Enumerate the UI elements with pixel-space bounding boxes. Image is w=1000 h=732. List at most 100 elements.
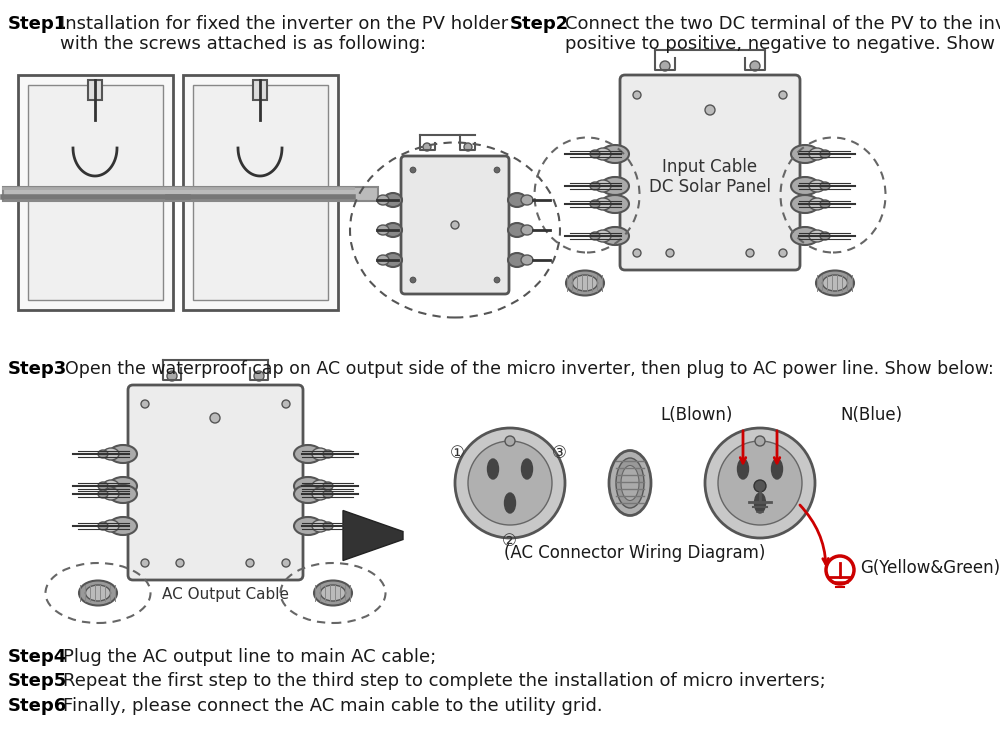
Ellipse shape xyxy=(314,580,352,605)
Ellipse shape xyxy=(521,255,533,265)
Ellipse shape xyxy=(377,255,389,265)
Circle shape xyxy=(505,436,515,446)
Ellipse shape xyxy=(590,182,600,190)
Text: Input Cable: Input Cable xyxy=(662,158,758,176)
Ellipse shape xyxy=(98,450,108,458)
Text: Step1: Step1 xyxy=(8,15,67,33)
Ellipse shape xyxy=(820,182,830,190)
Text: positive to positive, negative to negative. Show below:: positive to positive, negative to negati… xyxy=(565,35,1000,53)
Ellipse shape xyxy=(616,458,644,508)
Circle shape xyxy=(176,559,184,567)
Ellipse shape xyxy=(755,493,766,513)
Bar xyxy=(18,75,173,310)
Ellipse shape xyxy=(98,482,108,490)
Circle shape xyxy=(141,400,149,408)
Ellipse shape xyxy=(109,517,137,535)
FancyBboxPatch shape xyxy=(128,385,303,580)
Ellipse shape xyxy=(294,445,322,463)
Circle shape xyxy=(718,441,802,525)
Ellipse shape xyxy=(323,450,333,458)
Text: Plug the AC output line to main AC cable;: Plug the AC output line to main AC cable… xyxy=(63,648,436,666)
Bar xyxy=(28,85,163,300)
Circle shape xyxy=(210,413,220,423)
Text: (AC Connector Wiring Diagram): (AC Connector Wiring Diagram) xyxy=(504,544,766,562)
Ellipse shape xyxy=(595,180,611,192)
Ellipse shape xyxy=(601,145,629,163)
Circle shape xyxy=(254,371,264,381)
Ellipse shape xyxy=(508,253,526,267)
Circle shape xyxy=(746,249,754,257)
Ellipse shape xyxy=(816,271,854,296)
Ellipse shape xyxy=(595,148,611,160)
Ellipse shape xyxy=(323,482,333,490)
Ellipse shape xyxy=(312,520,328,532)
Circle shape xyxy=(464,143,472,151)
Bar xyxy=(3,187,378,201)
Ellipse shape xyxy=(505,493,516,513)
Text: Step5: Step5 xyxy=(8,672,67,690)
Bar xyxy=(193,85,328,300)
Ellipse shape xyxy=(312,488,328,500)
Ellipse shape xyxy=(791,177,819,195)
Text: Step6: Step6 xyxy=(8,697,67,715)
Text: with the screws attached is as following:: with the screws attached is as following… xyxy=(60,35,426,53)
Ellipse shape xyxy=(98,490,108,498)
FancyBboxPatch shape xyxy=(620,75,800,270)
Circle shape xyxy=(779,249,787,257)
Ellipse shape xyxy=(601,177,629,195)
Ellipse shape xyxy=(384,193,402,207)
Circle shape xyxy=(282,400,290,408)
Circle shape xyxy=(666,249,674,257)
Ellipse shape xyxy=(312,448,328,460)
Ellipse shape xyxy=(109,477,137,495)
Ellipse shape xyxy=(601,195,629,213)
Circle shape xyxy=(451,221,459,229)
FancyBboxPatch shape xyxy=(401,156,509,294)
Ellipse shape xyxy=(595,198,611,210)
Ellipse shape xyxy=(103,480,119,492)
Ellipse shape xyxy=(572,275,598,291)
Circle shape xyxy=(826,556,854,584)
Circle shape xyxy=(410,167,416,173)
Ellipse shape xyxy=(98,522,108,530)
Ellipse shape xyxy=(822,275,848,291)
Ellipse shape xyxy=(609,450,651,515)
Text: Step4: Step4 xyxy=(8,648,67,666)
Bar xyxy=(88,80,102,100)
Text: Finally, please connect the AC main cable to the utility grid.: Finally, please connect the AC main cabl… xyxy=(63,697,603,715)
Ellipse shape xyxy=(809,198,825,210)
Ellipse shape xyxy=(377,195,389,205)
Circle shape xyxy=(455,428,565,538)
Ellipse shape xyxy=(79,580,117,605)
Text: G(Yellow&Green): G(Yellow&Green) xyxy=(860,559,1000,577)
Circle shape xyxy=(755,436,765,446)
Circle shape xyxy=(633,91,641,99)
Ellipse shape xyxy=(103,488,119,500)
Ellipse shape xyxy=(791,227,819,245)
Text: N(Blue): N(Blue) xyxy=(840,406,902,424)
Ellipse shape xyxy=(294,477,322,495)
Ellipse shape xyxy=(820,150,830,158)
Ellipse shape xyxy=(109,485,137,503)
Ellipse shape xyxy=(590,232,600,240)
Ellipse shape xyxy=(809,148,825,160)
Text: AC Output Cable: AC Output Cable xyxy=(162,588,288,602)
Ellipse shape xyxy=(621,466,639,501)
Circle shape xyxy=(750,61,760,71)
Circle shape xyxy=(410,277,416,283)
Ellipse shape xyxy=(590,200,600,208)
Ellipse shape xyxy=(820,232,830,240)
Circle shape xyxy=(494,167,500,173)
Ellipse shape xyxy=(595,230,611,242)
Ellipse shape xyxy=(109,445,137,463)
Text: ③: ③ xyxy=(552,444,567,462)
Ellipse shape xyxy=(384,253,402,267)
Ellipse shape xyxy=(508,193,526,207)
Ellipse shape xyxy=(820,200,830,208)
Ellipse shape xyxy=(377,225,389,235)
Ellipse shape xyxy=(809,180,825,192)
Ellipse shape xyxy=(601,227,629,245)
Circle shape xyxy=(167,371,177,381)
Circle shape xyxy=(423,143,431,151)
Circle shape xyxy=(282,559,290,567)
